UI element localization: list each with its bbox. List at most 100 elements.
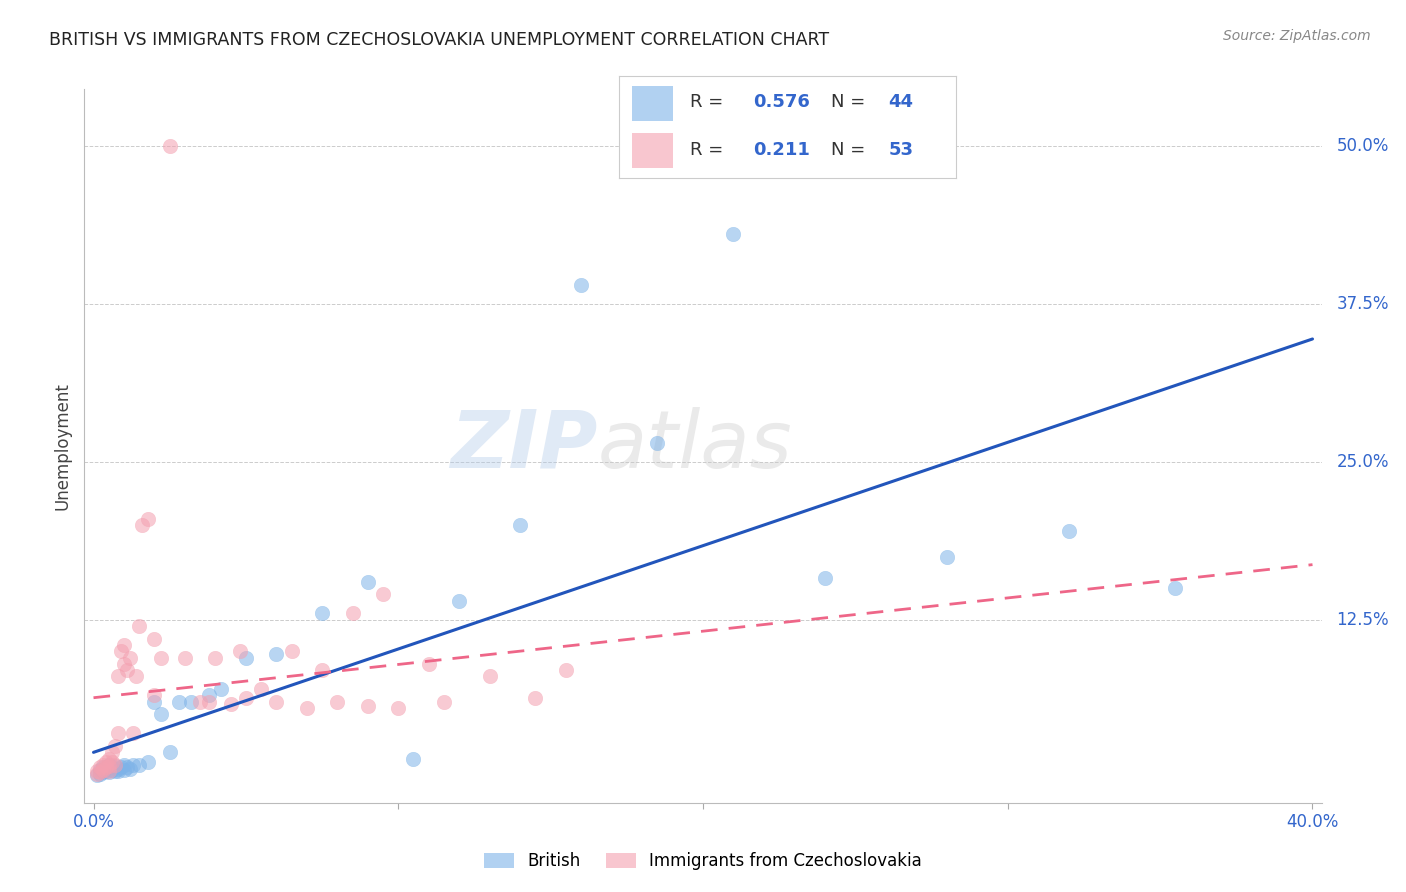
Point [91, 763, 114, 777]
Point [97, 751, 120, 765]
Point [94, 760, 117, 774]
Point [524, 690, 547, 705]
Point [89, 760, 111, 774]
Point [112, 657, 135, 671]
Point [107, 669, 129, 683]
Point [180, 695, 202, 709]
Point [112, 638, 135, 652]
Bar [633, 87, 672, 121]
Point [110, 644, 132, 658]
Point [112, 758, 135, 772]
Point [198, 695, 221, 709]
Point [91, 760, 114, 774]
Point [554, 663, 576, 677]
Point [280, 644, 302, 658]
Point [91, 765, 114, 780]
Point [219, 698, 242, 712]
Point [122, 758, 145, 772]
Point [128, 758, 150, 772]
Point [89, 765, 111, 780]
Point [167, 695, 190, 709]
Text: ZIP: ZIP [450, 407, 598, 485]
Point [311, 607, 333, 621]
Point [107, 726, 129, 740]
Point [104, 759, 127, 773]
Text: BRITISH VS IMMIGRANTS FROM CZECHOSLOVAKIA UNEMPLOYMENT CORRELATION CHART: BRITISH VS IMMIGRANTS FROM CZECHOSLOVAKI… [49, 31, 830, 49]
Point [326, 695, 349, 709]
Point [91, 758, 114, 772]
Text: atlas: atlas [598, 407, 793, 485]
Point [342, 607, 364, 621]
Text: 25.0%: 25.0% [1337, 453, 1389, 471]
Point [101, 756, 124, 770]
Point [449, 593, 471, 607]
Point [104, 764, 127, 779]
Text: Source: ZipAtlas.com: Source: ZipAtlas.com [1223, 29, 1371, 43]
Point [357, 574, 380, 589]
Point [433, 695, 456, 709]
Text: 44: 44 [889, 94, 914, 112]
Point [97, 764, 120, 779]
Text: N =: N = [831, 141, 872, 159]
Point [138, 511, 160, 525]
Point [104, 739, 127, 753]
Point [159, 745, 181, 759]
Point [211, 682, 233, 697]
Point [235, 650, 257, 665]
Point [86, 764, 108, 779]
Point [143, 689, 166, 703]
Point [159, 139, 181, 153]
Point [204, 650, 226, 665]
Text: N =: N = [831, 94, 872, 112]
Point [645, 435, 668, 450]
Point [120, 650, 142, 665]
Bar [633, 133, 672, 168]
Point [250, 682, 273, 697]
Text: R =: R = [689, 141, 734, 159]
Y-axis label: Unemployment: Unemployment [53, 382, 72, 510]
Point [107, 762, 129, 776]
Point [89, 766, 111, 780]
Point [295, 701, 318, 715]
Text: 0.576: 0.576 [754, 94, 810, 112]
Point [97, 759, 120, 773]
Point [131, 517, 153, 532]
Point [814, 571, 837, 585]
Point [723, 227, 745, 242]
Point [86, 768, 108, 782]
Point [509, 517, 531, 532]
Point [311, 663, 333, 677]
Text: 12.5%: 12.5% [1337, 611, 1389, 629]
Point [94, 762, 117, 776]
Point [935, 549, 957, 564]
Point [478, 669, 501, 683]
Text: 53: 53 [889, 141, 914, 159]
Point [174, 650, 197, 665]
Point [1057, 524, 1080, 539]
Point [402, 751, 425, 765]
Point [97, 758, 120, 772]
Point [112, 763, 135, 777]
Point [120, 762, 142, 776]
Point [122, 726, 145, 740]
Point [418, 657, 440, 671]
Text: 37.5%: 37.5% [1337, 295, 1389, 313]
Point [107, 764, 129, 779]
Point [104, 758, 127, 772]
Point [86, 766, 108, 780]
Point [128, 619, 150, 633]
Point [371, 587, 394, 601]
Point [110, 760, 132, 774]
Point [143, 695, 166, 709]
Point [149, 650, 172, 665]
Point [101, 763, 124, 777]
Point [235, 690, 257, 705]
Point [266, 695, 288, 709]
Point [149, 707, 172, 722]
Point [229, 644, 252, 658]
Point [188, 695, 211, 709]
Point [266, 647, 288, 661]
Text: R =: R = [689, 94, 728, 112]
Point [138, 756, 160, 770]
Point [89, 763, 111, 777]
